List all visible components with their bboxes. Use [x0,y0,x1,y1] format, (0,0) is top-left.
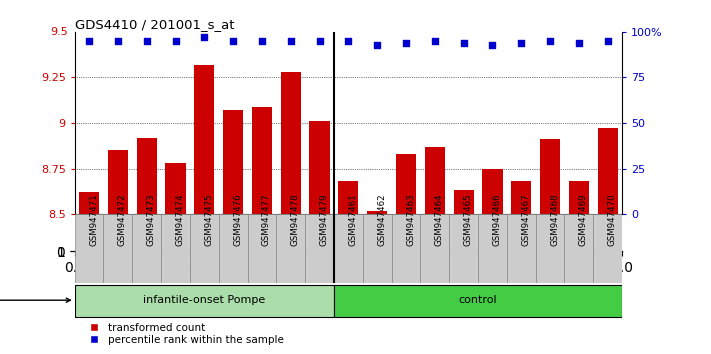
Point [487,42,498,47]
Bar [79,192,99,214]
Text: GSM947476: GSM947476 [233,193,242,246]
Text: GSM947467: GSM947467 [521,193,530,246]
Point [343,38,354,44]
Text: infantile-onset Pompe: infantile-onset Pompe [143,295,265,305]
Point [112,38,124,44]
Text: GSM947463: GSM947463 [406,193,415,246]
Text: GSM947469: GSM947469 [579,193,588,246]
Point [170,38,181,44]
Point [141,38,152,44]
Bar [252,107,272,214]
Text: GSM947466: GSM947466 [493,193,501,246]
Bar [396,154,416,214]
Bar [478,214,507,283]
Bar [108,150,128,214]
Bar [137,138,156,214]
Bar [454,190,474,214]
Text: GSM947461: GSM947461 [348,193,358,246]
Text: GSM947474: GSM947474 [176,193,185,246]
Text: GSM947465: GSM947465 [464,193,473,246]
Point [372,42,383,47]
Bar [392,214,420,283]
Bar [367,211,387,214]
Bar [598,129,618,214]
Bar [334,285,622,317]
Text: disease state: disease state [0,295,70,305]
Bar [104,214,132,283]
Bar [281,72,301,214]
Bar [309,121,330,214]
Text: 9.5: 9.5 [50,27,68,37]
Text: GDS4410 / 201001_s_at: GDS4410 / 201001_s_at [75,18,234,31]
Bar [540,139,560,214]
Text: GSM947464: GSM947464 [435,193,444,246]
Bar [75,214,104,283]
Bar [424,147,445,214]
Bar [511,181,531,214]
Point [83,38,95,44]
Point [314,38,325,44]
Bar [132,214,161,283]
Bar [535,214,565,283]
Text: GSM947477: GSM947477 [262,193,271,246]
Point [458,40,469,46]
Bar [247,214,277,283]
Point [573,40,584,46]
Bar [334,214,363,283]
Bar [166,163,186,214]
Point [515,40,527,46]
Bar [277,214,305,283]
Text: control: control [459,295,498,305]
Text: GSM947479: GSM947479 [319,193,328,246]
Bar [482,169,503,214]
Bar [565,214,593,283]
Text: GSM947470: GSM947470 [608,193,616,246]
Point [400,40,412,46]
Bar [194,65,215,214]
Text: GSM947462: GSM947462 [378,193,386,246]
Bar [219,214,247,283]
Text: GSM947475: GSM947475 [204,193,213,246]
Bar [593,214,622,283]
Point [545,38,556,44]
Point [429,38,441,44]
Bar [338,181,358,214]
Bar [507,214,535,283]
Legend: transformed count, percentile rank within the sample: transformed count, percentile rank withi… [80,319,288,349]
Bar [305,214,334,283]
Bar [363,214,392,283]
Bar [569,181,589,214]
Text: GSM947471: GSM947471 [89,193,98,246]
Text: GSM947468: GSM947468 [550,193,559,246]
Bar [420,214,449,283]
Point [602,38,614,44]
Point [256,38,267,44]
Bar [161,214,190,283]
Text: GSM947478: GSM947478 [291,193,300,246]
Bar [75,285,334,317]
Point [228,38,239,44]
Point [285,38,296,44]
Bar [223,110,243,214]
Text: GSM947473: GSM947473 [146,193,156,246]
Bar [190,214,219,283]
Bar [449,214,478,283]
Text: GSM947472: GSM947472 [118,193,127,246]
Point [198,34,210,40]
